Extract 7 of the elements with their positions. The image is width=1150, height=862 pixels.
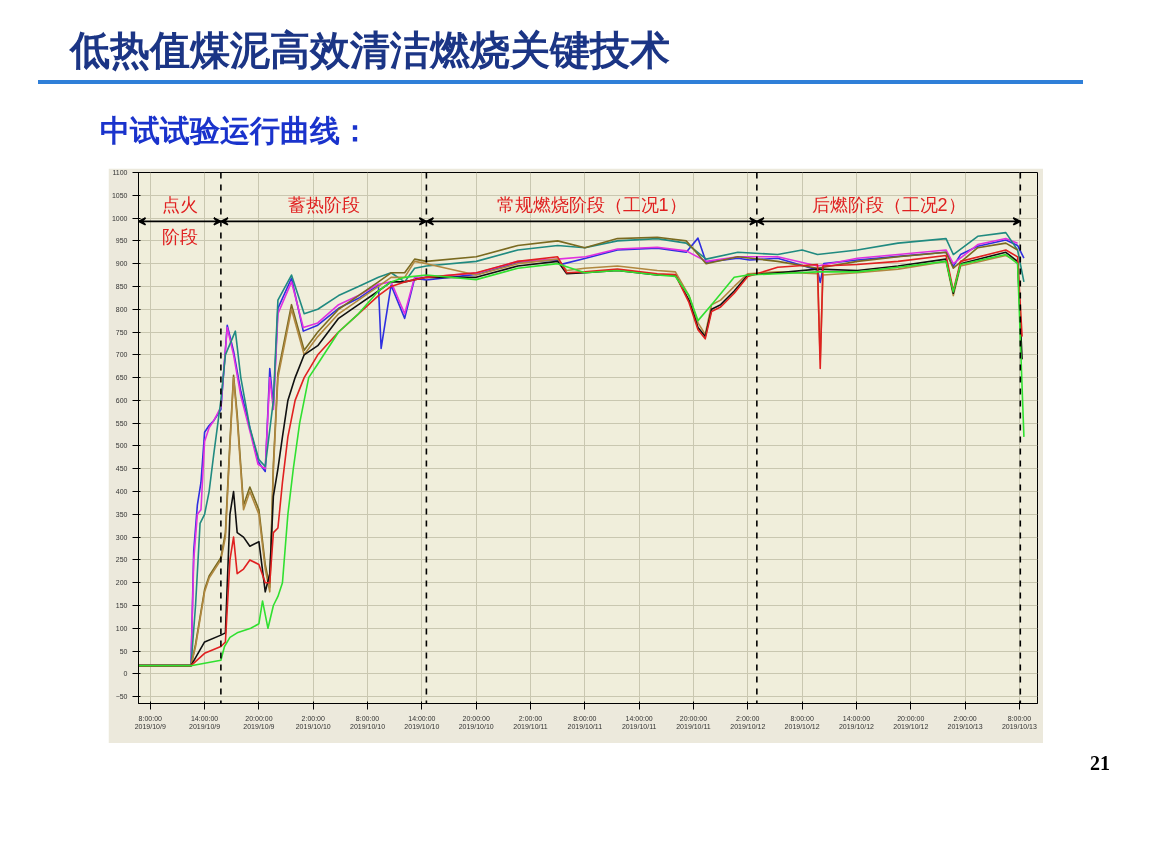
- chart-subtitle: 中试试验运行曲线：: [100, 113, 370, 149]
- text: 21: [1090, 751, 1110, 776]
- annotation: 后燃阶段（工况2）: [811, 195, 966, 216]
- annotation: 点火阶段: [161, 195, 198, 248]
- chart-title: 低热值煤泥高效清洁燃烧关键技术: [70, 27, 670, 74]
- annotation: 常规燃烧阶段（工况1）: [496, 195, 687, 216]
- annotation: 蓄热阶段: [287, 195, 360, 216]
